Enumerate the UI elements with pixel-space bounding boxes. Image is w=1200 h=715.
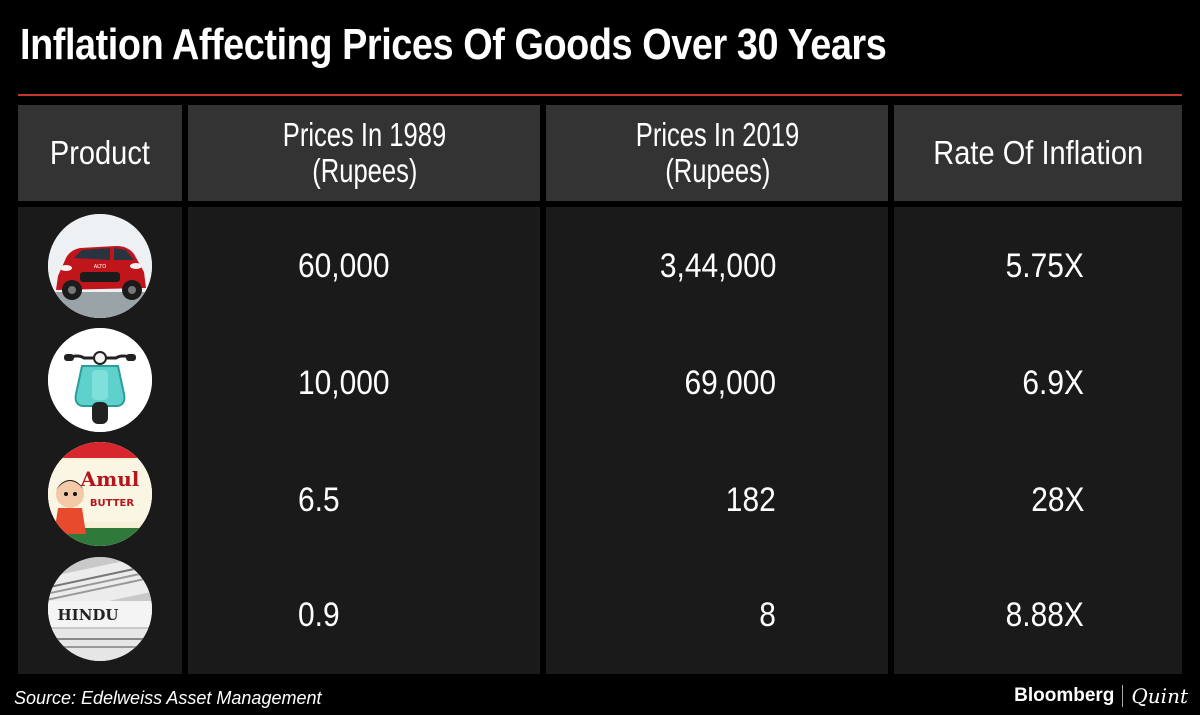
row1-price-2019: 3,44,000	[659, 247, 776, 285]
svg-text:Amul: Amul	[80, 467, 140, 491]
row2-rate: 6.9X	[1022, 364, 1084, 402]
car-icon: ALTO	[48, 214, 152, 318]
header-prices-1989: Prices In 1989 (Rupees)	[188, 105, 540, 201]
row4-price-1989: 0.9	[298, 596, 340, 634]
row3-price-2019: 182	[726, 481, 776, 519]
header-prices-2019: Prices In 2019 (Rupees)	[546, 105, 888, 201]
butter-pack-icon: Amul BUTTER	[48, 442, 152, 546]
source-note: Source: Edelweiss Asset Management	[14, 688, 322, 708]
row3-rate: 28X	[1030, 481, 1084, 519]
brand-separator	[1122, 685, 1124, 707]
row2-price-1989: 10,000	[298, 364, 390, 402]
column-prices-1989	[188, 207, 540, 674]
brand-name-quint: Quint	[1131, 684, 1188, 708]
svg-text:BUTTER: BUTTER	[90, 498, 134, 509]
header-prices-2019-line2: (Rupees)	[664, 152, 770, 189]
row2-price-2019: 69,000	[684, 364, 776, 402]
title-divider	[18, 94, 1182, 96]
column-prices-2019	[546, 207, 888, 674]
header-prices-2019-line1: Prices In 2019	[635, 115, 799, 153]
header-prices-1989-line2: (Rupees)	[311, 152, 417, 189]
row1-price-1989: 60,000	[298, 247, 390, 285]
row3-price-1989: 6.5	[298, 481, 340, 519]
brand-name-bloomberg: Bloomberg	[1014, 685, 1115, 706]
brand-logo: Bloomberg Quint	[1014, 684, 1188, 708]
svg-text:HINDU: HINDU	[58, 606, 119, 624]
svg-text:ALTO: ALTO	[94, 264, 107, 270]
row4-rate: 8.88X	[1005, 596, 1084, 634]
header-rate-of-inflation: Rate Of Inflation	[894, 105, 1182, 201]
newspaper-icon: HINDU	[48, 557, 152, 661]
column-rate	[894, 207, 1182, 674]
row4-price-2019: 8	[759, 596, 776, 634]
header-product: Product	[18, 105, 182, 201]
row1-rate: 5.75X	[1005, 247, 1084, 285]
page-title: Inflation Affecting Prices Of Goods Over…	[20, 20, 887, 69]
scooter-icon	[48, 328, 152, 432]
header-prices-1989-line1: Prices In 1989	[282, 115, 446, 153]
